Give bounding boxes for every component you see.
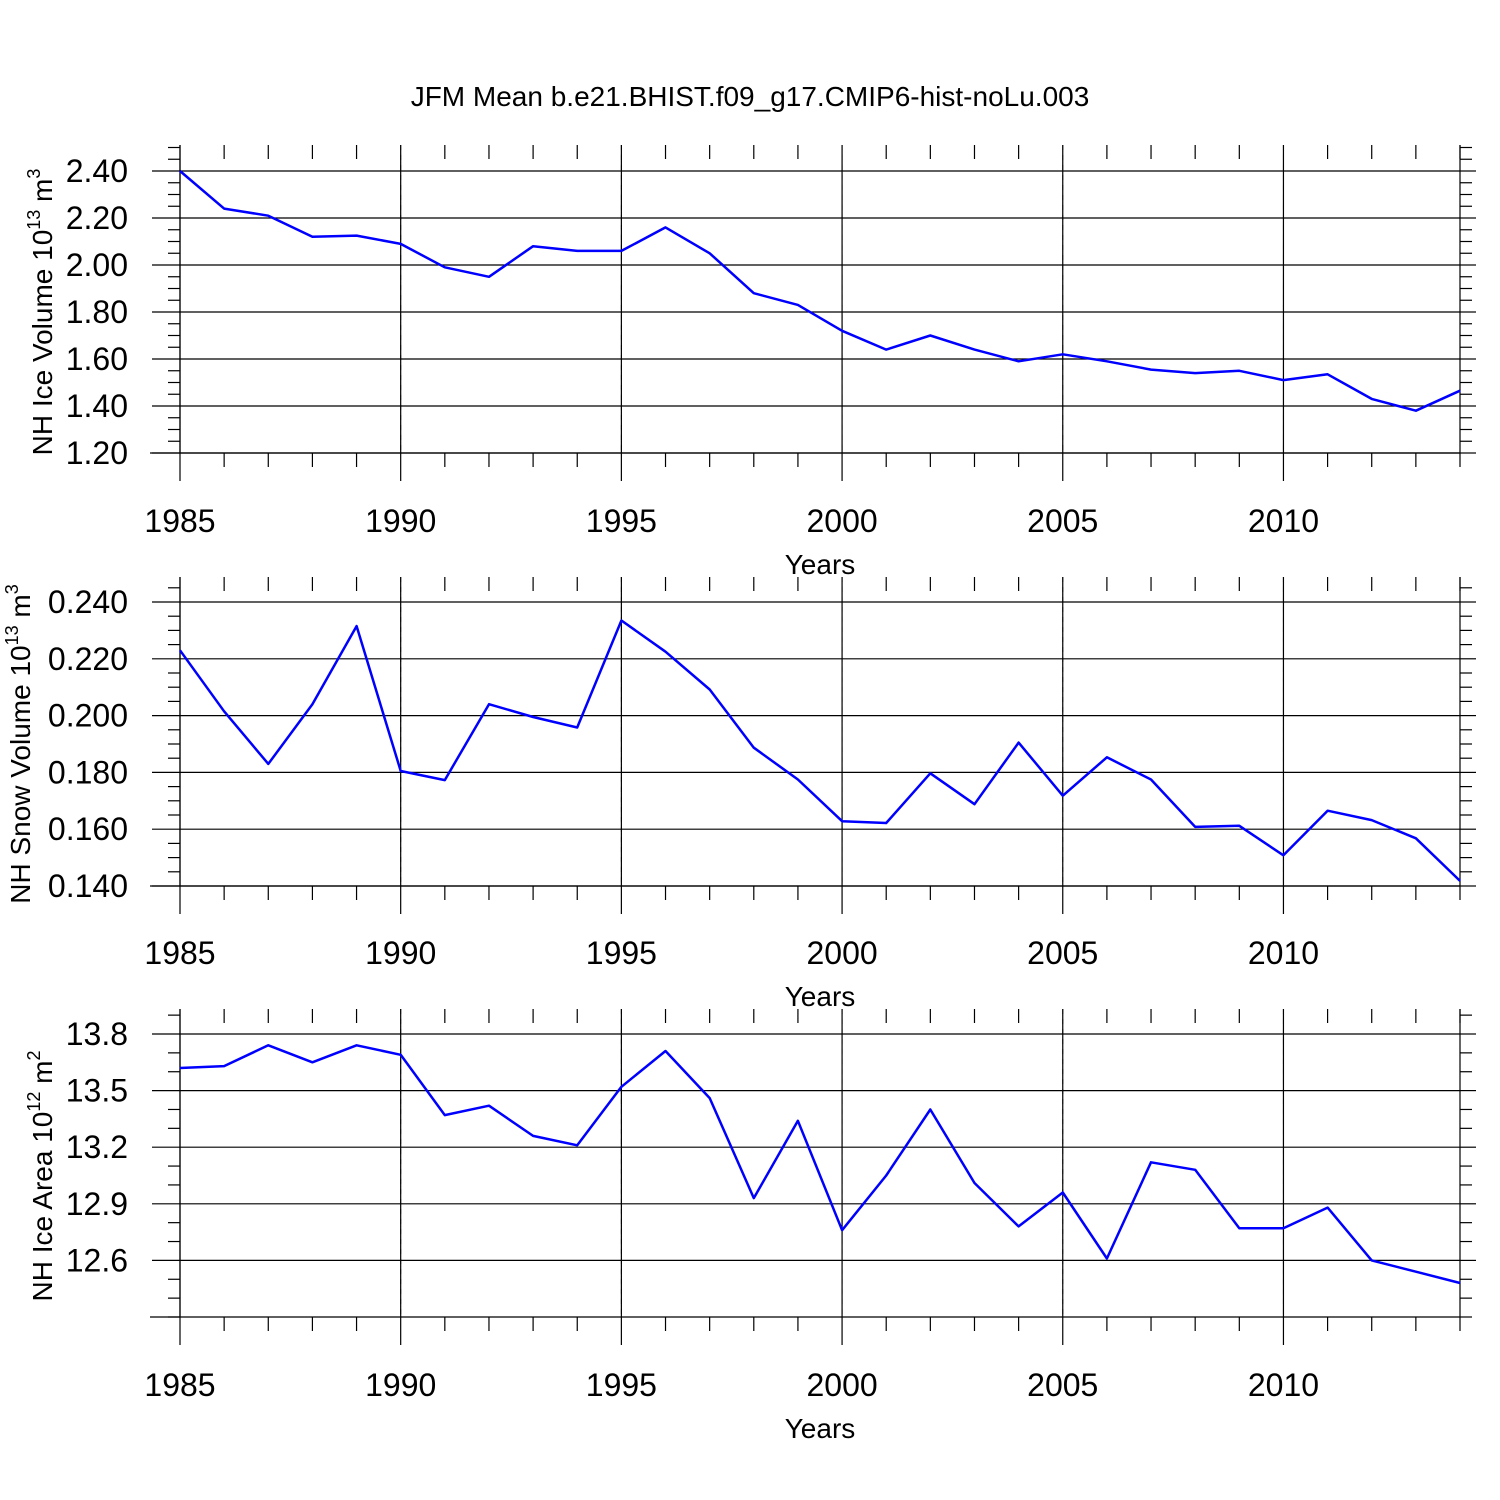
y-tick-label: 1.40: [66, 388, 128, 424]
x-tick-label: 2000: [806, 935, 877, 971]
y-tick-label: 0.220: [48, 641, 128, 677]
x-tick-label: 1985: [144, 935, 215, 971]
y-tick-label: 0.160: [48, 811, 128, 847]
y-tick-label: 2.20: [66, 200, 128, 236]
y-axis-title-superscript: 3: [24, 169, 44, 179]
x-axis-title: Years: [785, 981, 856, 1012]
y-axis-title-part: NH Ice Volume 10: [27, 230, 58, 456]
y-axis-title-part: NH Snow Volume 10: [5, 645, 36, 903]
x-tick-label: 1985: [144, 503, 215, 539]
x-tick-label: 2000: [806, 503, 877, 539]
y-tick-label: 13.8: [66, 1016, 128, 1052]
y-axis-title-superscript: 13: [2, 625, 22, 645]
x-tick-label: 1990: [365, 503, 436, 539]
x-tick-label: 1995: [586, 935, 657, 971]
y-tick-label: 12.6: [66, 1242, 128, 1278]
y-tick-label: 1.20: [66, 435, 128, 471]
y-tick-label: 2.00: [66, 247, 128, 283]
y-tick-label: 13.5: [66, 1073, 128, 1109]
y-axis-title-part: m: [27, 1061, 58, 1092]
y-axis-title: NH Ice Volume 1013 m3: [24, 169, 58, 456]
figure-title: JFM Mean b.e21.BHIST.f09_g17.CMIP6-hist-…: [411, 81, 1090, 112]
y-tick-label: 13.2: [66, 1129, 128, 1165]
y-tick-label: 1.80: [66, 294, 128, 330]
x-tick-label: 1995: [586, 503, 657, 539]
series-line: [179, 170, 1461, 412]
y-axis-title: NH Snow Volume 1013 m3: [2, 584, 36, 904]
series-line: [179, 1044, 1461, 1285]
x-tick-label: 1990: [365, 935, 436, 971]
y-tick-label: 0.200: [48, 698, 128, 734]
x-tick-label: 2010: [1248, 935, 1319, 971]
y-axis-title-part: m: [5, 594, 36, 625]
y-tick-label: 0.140: [48, 868, 128, 904]
series-line: [178, 619, 1461, 882]
x-tick-label: 1990: [365, 1367, 436, 1403]
panel-nh-ice-volume: 1.20 1.40 1.60 1.80 2.00 2.20 2.40 1985 1990 1995…: [24, 145, 1476, 580]
y-axis-title-part: m: [27, 179, 58, 210]
y-axis-title: NH Ice Area 1012 m2: [24, 1050, 58, 1301]
x-axis-title: Years: [785, 1413, 856, 1444]
x-tick-label: 2010: [1248, 1367, 1319, 1403]
y-axis-title-part: NH Ice Area 10: [27, 1112, 58, 1302]
x-tick-label: 1985: [144, 1367, 215, 1403]
y-axis-title-superscript: 12: [24, 1092, 44, 1112]
x-tick-label: 2010: [1248, 503, 1319, 539]
x-tick-label: 2005: [1027, 1367, 1098, 1403]
panel-nh-snow-volume: 0.140 0.160 0.180 0.200 0.220 0.240 1985 1990 19…: [2, 577, 1476, 1012]
y-tick-label: 12.9: [66, 1186, 128, 1222]
y-tick-label: 1.60: [66, 341, 128, 377]
x-tick-label: 1995: [586, 1367, 657, 1403]
y-axis-title-superscript: 2: [24, 1050, 44, 1060]
y-tick-label: 2.40: [66, 153, 128, 189]
y-tick-label: 0.240: [48, 584, 128, 620]
y-axis-title-superscript: 13: [24, 210, 44, 230]
x-tick-label: 2005: [1027, 935, 1098, 971]
x-axis-title: Years: [785, 549, 856, 580]
y-axis-title-superscript: 3: [2, 584, 22, 594]
panel-nh-ice-area: 12.6 12.9 13.2 13.5 13.8 1985 1990 1995 2000 2005…: [24, 1009, 1476, 1444]
x-tick-label: 2000: [806, 1367, 877, 1403]
y-tick-label: 0.180: [48, 754, 128, 790]
x-tick-label: 2005: [1027, 503, 1098, 539]
